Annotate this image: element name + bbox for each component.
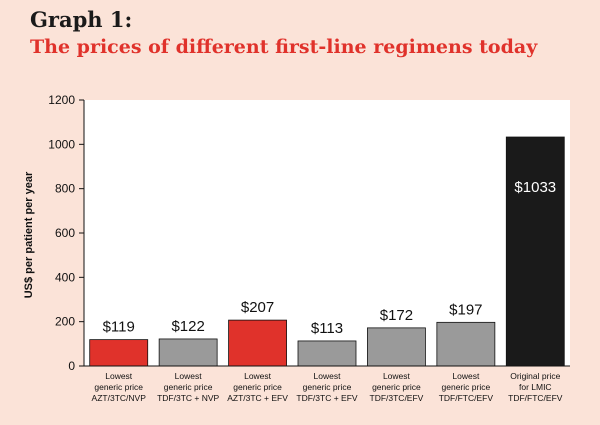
category-label: Lowest (105, 371, 133, 381)
y-axis-ticks: 0 200 400 600 800 1000 1200 (48, 93, 84, 373)
category-label: TDF/FTC/EFV (508, 393, 563, 403)
category-label: TDF/FTC/EFV (439, 393, 494, 403)
category-label: generic price (164, 382, 213, 392)
bar (158, 338, 218, 367)
y-tick-label: 0 (68, 359, 75, 373)
bars: $119 $122 $207 $113 $172 $197 $1033 (89, 136, 565, 367)
y-tick-label: 1000 (48, 137, 75, 151)
bar (436, 321, 496, 367)
bar (367, 327, 426, 367)
bar-value-label: $172 (380, 307, 413, 324)
bar-value-label: $119 (103, 319, 135, 336)
heading-block: Graph 1: The prices of different first-l… (30, 6, 537, 60)
chart-title: The prices of different first-line regim… (30, 36, 538, 58)
bar-value-label: $1033 (514, 179, 556, 196)
bar-value-label: $122 (171, 318, 204, 335)
category-label: Original price (510, 371, 560, 381)
bar (505, 136, 565, 367)
bar-value-label: $197 (449, 301, 482, 318)
y-tick-label: 400 (55, 270, 75, 284)
category-label: TDF/3TC + EFV (296, 393, 357, 403)
category-label: TDF/3TC/EFV (370, 393, 424, 403)
category-label: Lowest (383, 371, 411, 381)
category-label: generic price (442, 382, 491, 392)
category-label: Lowest (452, 371, 480, 381)
category-label: generic price (94, 382, 143, 392)
bar-value-label: $113 (311, 320, 343, 337)
category-label: generic price (372, 382, 421, 392)
category-label: AZT/3TC/NVP (92, 393, 147, 403)
category-label: Lowest (244, 371, 272, 381)
plot-area (84, 100, 570, 366)
graph-label: Graph 1: (30, 7, 133, 32)
bar (228, 319, 287, 367)
bar (89, 339, 149, 367)
y-axis-label: US$ per patient per year (23, 171, 35, 298)
category-label: generic price (233, 382, 282, 392)
category-label: Lowest (314, 371, 342, 381)
category-label: AZT/3TC + EFV (227, 393, 288, 403)
y-tick-label: 600 (55, 226, 75, 240)
bar (297, 340, 357, 367)
category-label: for LMIC (519, 382, 552, 392)
category-label: TDF/3TC + NVP (157, 393, 219, 403)
y-tick-label: 800 (55, 182, 75, 196)
y-tick-label: 1200 (48, 93, 75, 107)
category-label: Lowest (175, 371, 203, 381)
category-label: generic price (303, 382, 352, 392)
y-tick-label: 200 (55, 315, 75, 329)
bar-value-label: $207 (241, 299, 274, 316)
